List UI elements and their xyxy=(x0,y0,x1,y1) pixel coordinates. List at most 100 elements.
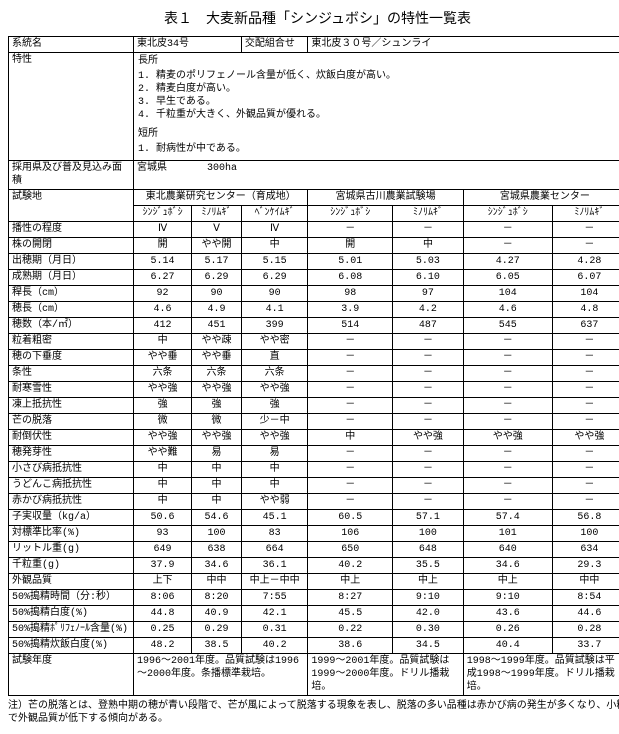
data-cell: 中 xyxy=(134,334,192,350)
data-cell: 5.15 xyxy=(241,254,307,270)
table-row: 穂発芽性やや難易易－－－－ xyxy=(9,446,619,462)
data-cell: やや難 xyxy=(134,446,192,462)
data-cell: 9:10 xyxy=(463,590,552,606)
data-cell: 5.17 xyxy=(192,254,242,270)
data-cell: － xyxy=(308,478,393,494)
data-cell: － xyxy=(463,366,552,382)
data-cell: － xyxy=(308,334,393,350)
row-label: 播性の程度 xyxy=(9,222,134,238)
data-cell: 514 xyxy=(308,318,393,334)
row-label: 50%搗精ﾎﾟﾘﾌｪﾉｰﾙ含量(%) xyxy=(9,622,134,638)
characteristics-table: 系統名 東北皮34号 交配組合せ 東北皮３０号／シュンライ 特性 長所 精麦のポ… xyxy=(8,36,619,696)
data-cell: 6.08 xyxy=(308,270,393,286)
data-cell: 6.29 xyxy=(241,270,307,286)
table-row: リットル重(g)649638664650648640634 xyxy=(9,542,619,558)
col-var: ﾐﾉﾘﾑｷﾞ xyxy=(552,206,619,222)
data-cell: 中 xyxy=(134,478,192,494)
col-var: ｼﾝｼﾞｭﾎﾞｼ xyxy=(134,206,192,222)
row-label: 穂発芽性 xyxy=(9,446,134,462)
dis-label: 短所 xyxy=(138,129,158,140)
data-cell: Ⅳ xyxy=(134,222,192,238)
table-row: 播性の程度ⅣⅤⅣ－－－－ xyxy=(9,222,619,238)
data-cell: 4.8 xyxy=(552,302,619,318)
data-cell: 4.28 xyxy=(552,254,619,270)
data-cell: － xyxy=(552,238,619,254)
data-cell: 中 xyxy=(241,462,307,478)
data-cell: 35.5 xyxy=(393,558,464,574)
data-cell: － xyxy=(308,382,393,398)
data-cell: 0.26 xyxy=(463,622,552,638)
data-cell: 42.0 xyxy=(393,606,464,622)
data-cell: 5.03 xyxy=(393,254,464,270)
row-label: 穂長（cm） xyxy=(9,302,134,318)
row-label: 穂の下垂度 xyxy=(9,350,134,366)
data-cell: 545 xyxy=(463,318,552,334)
table-row: うどんこ病抵抗性中中中－－－－ xyxy=(9,478,619,494)
data-cell: 8:54 xyxy=(552,590,619,606)
adv-2: 精麦白度が高い。 xyxy=(156,83,619,96)
row-label: うどんこ病抵抗性 xyxy=(9,478,134,494)
data-cell: 100 xyxy=(393,526,464,542)
data-cell: やや強 xyxy=(192,382,242,398)
data-cell: 0.29 xyxy=(192,622,242,638)
adv-label: 長所 xyxy=(138,56,158,67)
data-cell: － xyxy=(308,462,393,478)
data-cell: － xyxy=(552,478,619,494)
data-cell: 36.1 xyxy=(241,558,307,574)
col-var: ﾍﾞﾝｹｲﾑｷﾞ xyxy=(241,206,307,222)
data-cell: Ⅳ xyxy=(241,222,307,238)
data-cell: 中上 xyxy=(393,574,464,590)
data-cell: 33.7 xyxy=(552,638,619,654)
data-cell: － xyxy=(463,222,552,238)
data-cell: 4.6 xyxy=(463,302,552,318)
data-cell: 43.6 xyxy=(463,606,552,622)
table-row: 芒の脱落微微少－中－－－－ xyxy=(9,414,619,430)
data-cell: 中中 xyxy=(192,574,242,590)
data-cell: やや開 xyxy=(192,238,242,254)
data-cell: 直 xyxy=(241,350,307,366)
data-cell: やや強 xyxy=(463,430,552,446)
data-cell: 易 xyxy=(192,446,242,462)
footer-3: 1998～1999年度。品質試験は平成1998～1999年度。ドリル播栽培。 xyxy=(463,654,619,696)
data-cell: 中 xyxy=(308,430,393,446)
data-cell: － xyxy=(308,366,393,382)
data-cell: 38.6 xyxy=(308,638,393,654)
data-cell: 六条 xyxy=(134,366,192,382)
data-cell: 微 xyxy=(134,414,192,430)
row-label: 稈長（cm） xyxy=(9,286,134,302)
data-cell: 中 xyxy=(192,494,242,510)
data-cell: 90 xyxy=(241,286,307,302)
data-cell: － xyxy=(393,334,464,350)
row-label: 粒着粗密 xyxy=(9,334,134,350)
data-cell: 0.31 xyxy=(241,622,307,638)
data-cell: 中 xyxy=(134,462,192,478)
site-3: 宮城県農業センター xyxy=(463,190,619,206)
data-cell: 399 xyxy=(241,318,307,334)
table-row: 穂の下垂度やや垂やや垂直－－－－ xyxy=(9,350,619,366)
data-cell: － xyxy=(393,446,464,462)
data-cell: 451 xyxy=(192,318,242,334)
data-cell: － xyxy=(393,350,464,366)
data-cell: 0.30 xyxy=(393,622,464,638)
data-cell: 上下 xyxy=(134,574,192,590)
data-cell: － xyxy=(552,462,619,478)
col-var: ﾐﾉﾘﾑｷﾞ xyxy=(192,206,242,222)
data-cell: － xyxy=(552,334,619,350)
row-label: 凍上抵抗性 xyxy=(9,398,134,414)
data-cell: 104 xyxy=(463,286,552,302)
data-cell: 83 xyxy=(241,526,307,542)
data-cell: － xyxy=(552,446,619,462)
data-cell: やや強 xyxy=(134,430,192,446)
data-cell: 7:55 xyxy=(241,590,307,606)
data-cell: 開 xyxy=(134,238,192,254)
data-cell: 中 xyxy=(393,238,464,254)
lineage-value: 東北皮34号 xyxy=(134,37,242,53)
data-cell: － xyxy=(308,446,393,462)
data-cell: 6.05 xyxy=(463,270,552,286)
data-cell: 37.9 xyxy=(134,558,192,574)
data-cell: 4.9 xyxy=(192,302,242,318)
data-cell: 8:27 xyxy=(308,590,393,606)
data-cell: － xyxy=(552,222,619,238)
row-label: 子実収量（kg/a） xyxy=(9,510,134,526)
row-label: 芒の脱落 xyxy=(9,414,134,430)
